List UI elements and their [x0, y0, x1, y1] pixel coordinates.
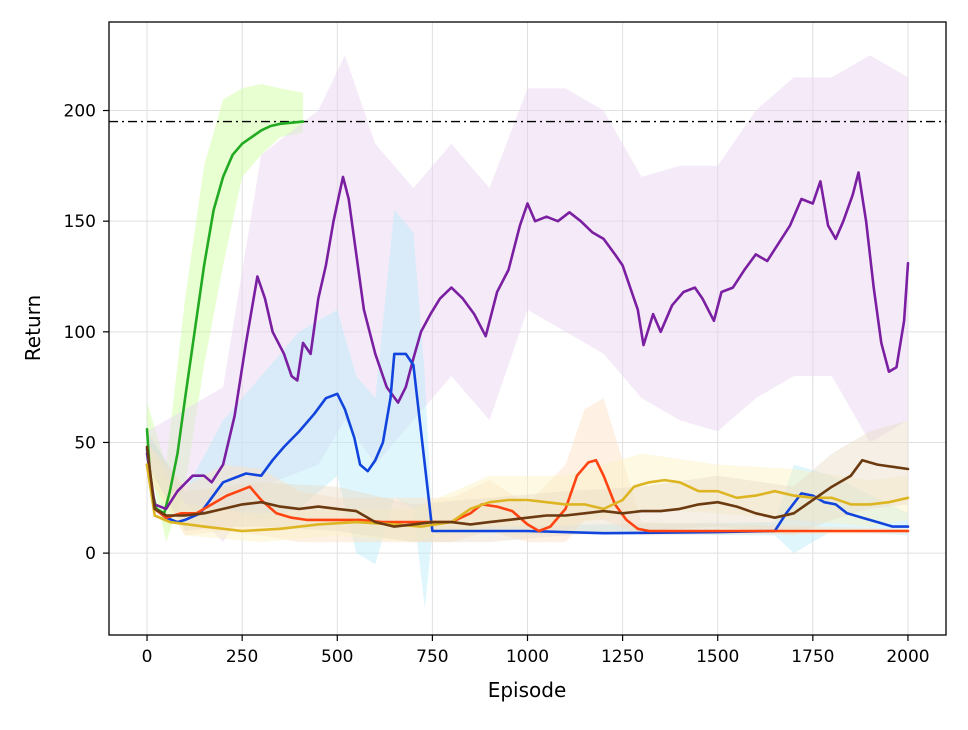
- x-tick-label: 0: [142, 647, 153, 667]
- series-line: [145, 463, 910, 533]
- series-line: [145, 352, 910, 535]
- x-tick-label: 1250: [601, 647, 644, 667]
- y-tick-label: 0: [85, 544, 96, 564]
- series-band: [147, 442, 908, 543]
- y-axis-ticks: 0 50 100 150 200: [64, 102, 109, 564]
- y-axis-label: Return: [21, 295, 45, 361]
- x-tick-label: 750: [416, 647, 448, 667]
- x-axis-label: Episode: [488, 678, 567, 702]
- confidence-bands: [147, 55, 908, 609]
- series-band: [147, 84, 303, 543]
- series-band: [147, 210, 908, 609]
- y-tick-label: 150: [64, 212, 96, 232]
- x-tick-label: 250: [226, 647, 258, 667]
- x-tick-label: 1000: [506, 647, 549, 667]
- x-tick-label: 500: [321, 647, 353, 667]
- series-band: [147, 55, 908, 543]
- series-line: [145, 445, 910, 528]
- grid: [109, 22, 946, 635]
- y-tick-label: 50: [74, 433, 96, 453]
- x-tick-label: 1500: [696, 647, 739, 667]
- x-axis-ticks: 0 250 500 750 1000 1250 1500 1750 2000: [142, 635, 930, 667]
- y-tick-label: 200: [64, 102, 96, 122]
- series-lines: [145, 120, 910, 535]
- series-band: [147, 420, 908, 543]
- y-tick-label: 100: [64, 323, 96, 343]
- series-band: [147, 398, 908, 543]
- x-tick-label: 1750: [791, 647, 834, 667]
- series-line: [145, 171, 910, 511]
- x-tick-label: 2000: [886, 647, 929, 667]
